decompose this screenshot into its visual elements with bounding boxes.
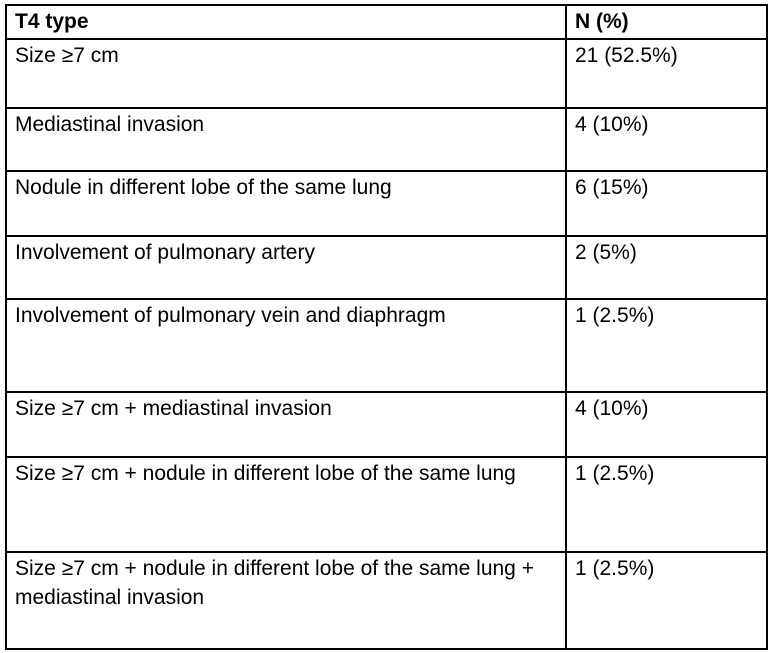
column-header-t4-type: T4 type xyxy=(5,4,567,40)
table-header-row: T4 type N (%) xyxy=(5,4,768,40)
n-percent-cell: 2 (5%) xyxy=(565,235,768,300)
table-row: Involvement of pulmonary artery 2 (5%) xyxy=(5,235,768,300)
table-row: Size ≥7 cm 21 (52.5%) xyxy=(5,38,768,109)
n-percent-cell: 1 (2.5%) xyxy=(565,551,768,650)
n-percent-cell: 4 (10%) xyxy=(565,391,768,458)
t4-type-cell: Size ≥7 cm + nodule in different lobe of… xyxy=(5,456,567,553)
n-percent-cell: 1 (2.5%) xyxy=(565,298,768,393)
table-row: Mediastinal invasion 4 (10%) xyxy=(5,107,768,172)
table-row: Nodule in different lobe of the same lun… xyxy=(5,170,768,237)
t4-type-table: T4 type N (%) Size ≥7 cm 21 (52.5%) Medi… xyxy=(5,4,768,650)
n-percent-cell: 4 (10%) xyxy=(565,107,768,172)
table-row: Size ≥7 cm + nodule in different lobe of… xyxy=(5,551,768,650)
t4-type-cell: Size ≥7 cm + nodule in different lobe of… xyxy=(5,551,567,650)
table-row: Size ≥7 cm + mediastinal invasion 4 (10%… xyxy=(5,391,768,458)
t4-type-cell: Mediastinal invasion xyxy=(5,107,567,172)
table-row: Size ≥7 cm + nodule in different lobe of… xyxy=(5,456,768,553)
t4-type-cell: Involvement of pulmonary artery xyxy=(5,235,567,300)
n-percent-cell: 21 (52.5%) xyxy=(565,38,768,109)
t4-type-cell: Nodule in different lobe of the same lun… xyxy=(5,170,567,237)
n-percent-cell: 1 (2.5%) xyxy=(565,456,768,553)
t4-type-cell: Involvement of pulmonary vein and diaphr… xyxy=(5,298,567,393)
column-header-n-percent: N (%) xyxy=(565,4,768,40)
table-row: Involvement of pulmonary vein and diaphr… xyxy=(5,298,768,393)
t4-type-cell: Size ≥7 cm xyxy=(5,38,567,109)
t4-type-cell: Size ≥7 cm + mediastinal invasion xyxy=(5,391,567,458)
n-percent-cell: 6 (15%) xyxy=(565,170,768,237)
